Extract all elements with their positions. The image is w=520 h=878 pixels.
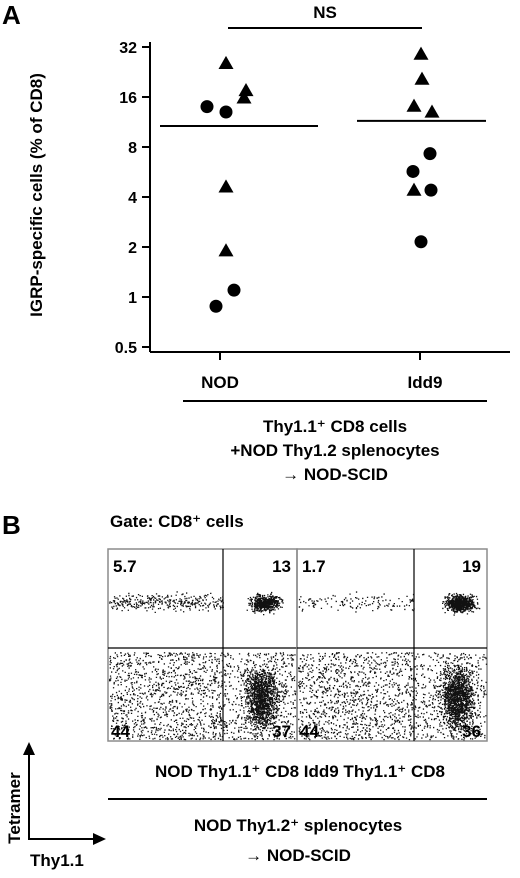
bottom-caption-line-1: NOD Thy1.2⁺ splenocytes (194, 816, 402, 835)
y-tick-label: 16 (119, 90, 137, 107)
circle-point (200, 100, 214, 114)
y-ticks: 0.5 1 2 4 8 16 32 (115, 40, 150, 357)
circle-point (209, 299, 223, 313)
quadrant-value-ur: 19 (462, 557, 481, 576)
quadrant-value-ll: 44 (300, 722, 319, 741)
panel-b-letter: B (2, 510, 21, 540)
circle-point (406, 164, 420, 178)
axis-y-label: Tetramer (5, 772, 24, 844)
median-lines (160, 119, 486, 128)
quadrant-value-ll: 44 (111, 722, 130, 741)
x-ticks: NOD Idd9 (201, 352, 442, 392)
panel-a-axes (149, 42, 510, 353)
quadrant-value-lr: 36 (462, 722, 481, 741)
group-caption-line-3: → NOD-SCID (282, 465, 388, 484)
bottom-caption-line-2: → NOD-SCID (245, 846, 351, 865)
axis-x-label: Thy1.1 (30, 851, 84, 870)
y-tick-label: 8 (128, 140, 137, 157)
event-dots (298, 591, 488, 741)
x-tick-label: Idd9 (408, 373, 443, 392)
flow-plot-nod: 5.7 13 44 37 (107, 548, 298, 742)
circle-point (227, 283, 241, 297)
event-dots (109, 591, 297, 741)
quadrant-value-ul: 1.7 (302, 557, 326, 576)
y-tick-label: 2 (128, 240, 137, 257)
triangle-point (414, 71, 430, 85)
axis-arrows (23, 742, 106, 845)
circle-point (219, 105, 233, 119)
y-tick-label: 1 (128, 290, 137, 307)
triangle-point (218, 243, 234, 257)
triangle-point (218, 179, 234, 193)
panel-a-letter: A (2, 0, 21, 30)
quadrant-value-ur: 13 (272, 557, 291, 576)
triangle-point (413, 46, 429, 60)
triangle-point (218, 55, 234, 70)
plot-frame (296, 548, 488, 742)
y-tick-label: 0.5 (115, 340, 137, 357)
triangle-point (424, 104, 440, 118)
y-tick-label: 32 (119, 40, 137, 57)
triangle-point (238, 83, 254, 97)
x-tick-label: NOD (201, 373, 239, 392)
x-arrow-head (93, 833, 106, 845)
flow-plot-idd9: 1.7 19 44 36 (296, 548, 488, 742)
triangle-point (406, 182, 422, 196)
y-tick-label: 4 (128, 190, 137, 207)
quadrant-value-lr: 37 (272, 722, 291, 741)
triangle-point (236, 90, 252, 104)
group-caption-line-1: Thy1.1⁺ CD8 cells (263, 417, 407, 436)
circle-point (414, 235, 428, 249)
y-arrow-head (23, 742, 35, 755)
circle-point (424, 183, 438, 197)
flow-plots: 5.7 13 44 37 1.7 19 44 36 (107, 548, 488, 742)
data-points (200, 46, 440, 313)
triangle-point (406, 98, 422, 112)
plot-caption: NOD Thy1.1⁺ CD8 Idd9 Thy1.1⁺ CD8 (155, 762, 445, 781)
gate-label: Gate: CD8⁺ cells (110, 512, 244, 531)
y-axis-label: IGRP-specific cells (% of CD8) (27, 73, 46, 317)
significance-label: NS (313, 3, 337, 22)
quadrant-value-ul: 5.7 (113, 557, 137, 576)
group-caption-line-2: +NOD Thy1.2 splenocytes (230, 441, 439, 460)
circle-point (423, 147, 437, 161)
